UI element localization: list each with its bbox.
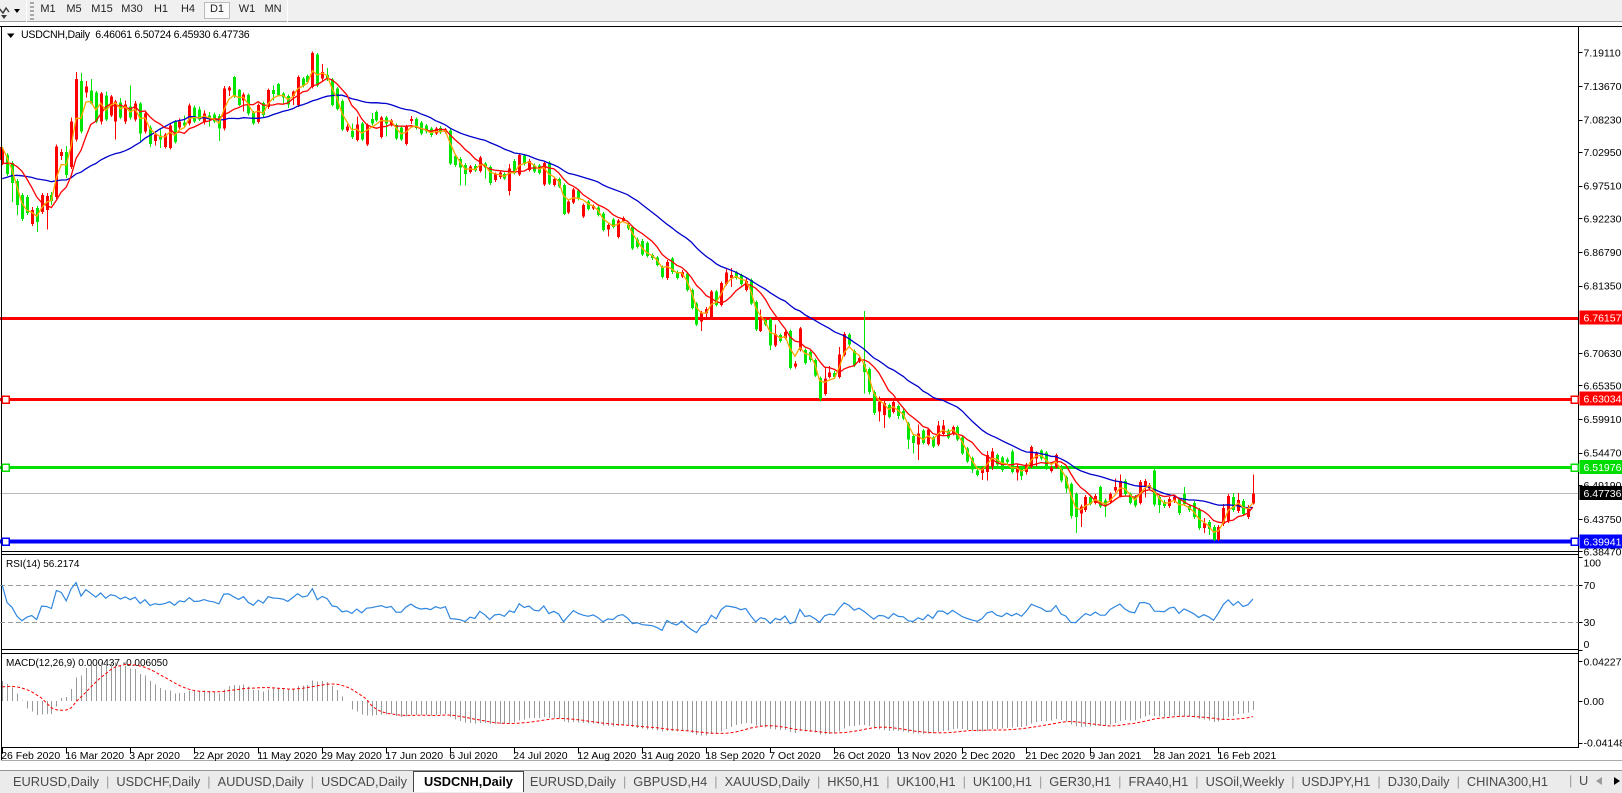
svg-text:6.86790: 6.86790 [1584,247,1622,259]
svg-text:26 Oct 2020: 26 Oct 2020 [833,750,890,762]
svg-text:28 Jan 2021: 28 Jan 2021 [1153,750,1211,762]
svg-text:MACD(12,26,9) 0.000437 -0.0060: MACD(12,26,9) 0.000437 -0.006050 [6,658,168,669]
svg-text:7.13670: 7.13670 [1584,81,1622,93]
svg-text:0.042275: 0.042275 [1584,656,1622,668]
svg-text:7 Oct 2020: 7 Oct 2020 [769,750,821,762]
svg-text:30: 30 [1584,617,1596,629]
svg-text:17 Jun 2020: 17 Jun 2020 [385,750,443,762]
svg-text:6.47736: 6.47736 [1584,488,1622,500]
svg-text:70: 70 [1584,580,1596,592]
svg-text:6.51976: 6.51976 [1584,462,1622,474]
svg-text:6.92230: 6.92230 [1584,213,1622,225]
svg-text:26 Feb 2020: 26 Feb 2020 [1,750,60,762]
svg-text:6.43750: 6.43750 [1584,514,1622,526]
svg-text:0.00: 0.00 [1584,696,1605,708]
svg-text:9 Jan 2021: 9 Jan 2021 [1089,750,1141,762]
svg-text:3 Apr 2020: 3 Apr 2020 [129,750,180,762]
svg-text:21 Dec 2020: 21 Dec 2020 [1025,750,1085,762]
svg-text:6.38470: 6.38470 [1584,546,1622,558]
svg-text:6 Jul 2020: 6 Jul 2020 [449,750,498,762]
svg-text:29 May 2020: 29 May 2020 [321,750,382,762]
svg-text:12 Aug 2020: 12 Aug 2020 [577,750,636,762]
svg-text:100: 100 [1584,558,1602,570]
svg-text:31 Aug 2020: 31 Aug 2020 [641,750,700,762]
svg-text:-0.04148: -0.04148 [1584,738,1622,750]
svg-text:6.70630: 6.70630 [1584,348,1622,360]
svg-text:13 Nov 2020: 13 Nov 2020 [897,750,957,762]
svg-text:7.02950: 7.02950 [1584,147,1622,159]
svg-text:6.59910: 6.59910 [1584,414,1622,426]
svg-text:22 Apr 2020: 22 Apr 2020 [193,750,250,762]
svg-text:7.19110: 7.19110 [1584,47,1621,59]
svg-text:6.63034: 6.63034 [1584,394,1622,406]
svg-text:7.08230: 7.08230 [1584,115,1622,127]
svg-text:2 Dec 2020: 2 Dec 2020 [961,750,1015,762]
svg-text:6.39941: 6.39941 [1584,536,1622,548]
svg-text:6.54470: 6.54470 [1584,448,1622,460]
svg-text:11 May 2020: 11 May 2020 [257,750,317,762]
svg-text:6.76157: 6.76157 [1584,313,1622,325]
svg-text:16 Feb 2021: 16 Feb 2021 [1217,750,1276,762]
svg-text:0: 0 [1584,639,1590,651]
svg-text:RSI(14) 56.2174: RSI(14) 56.2174 [6,559,80,570]
svg-text:6.81350: 6.81350 [1584,281,1622,293]
svg-text:16 Mar 2020: 16 Mar 2020 [65,750,124,762]
svg-text:6.65350: 6.65350 [1584,380,1622,392]
svg-text:6.97510: 6.97510 [1584,181,1622,193]
svg-text:USDCNH,Daily 6.46061 6.50724: USDCNH,Daily 6.46061 6.50724 6.45930 6.4… [21,29,250,41]
svg-text:24 Jul 2020: 24 Jul 2020 [513,750,567,762]
svg-text:18 Sep 2020: 18 Sep 2020 [705,750,765,762]
